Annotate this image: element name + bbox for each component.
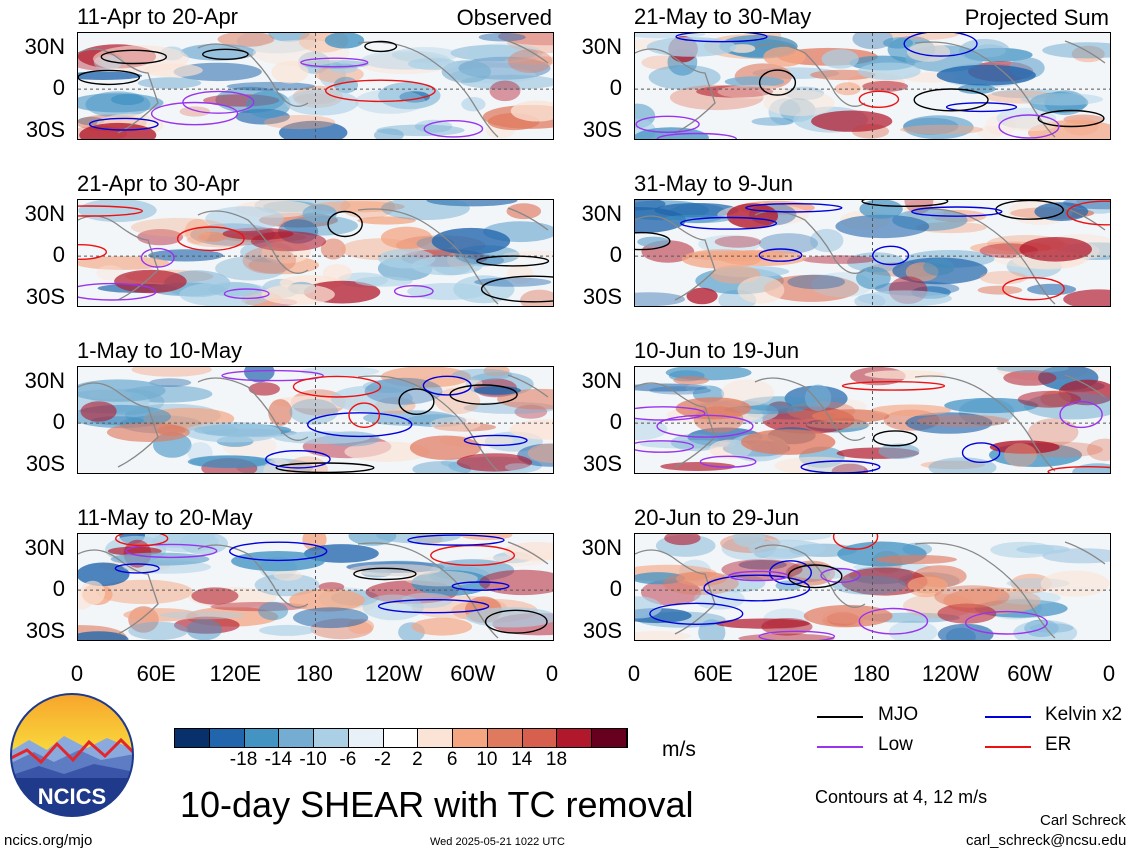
colorbar-swatch [175,729,210,747]
colorbar-tick: 18 [545,749,568,770]
colorbar-swatch [522,729,558,747]
colorbar-swatch [314,729,349,747]
lat-label: 30N [581,34,622,59]
legend-label-kelvin: Kelvin x2 [1045,704,1123,725]
lon-label: 0 [545,661,559,686]
main-title: 10-day SHEAR with TC removal [180,784,694,825]
panel-title: 1-May to 10-May [77,338,243,363]
lat-label: 30S [25,117,65,142]
colorbar-tick: -6 [339,749,357,770]
legend-line-mjo [817,716,863,718]
lon-label: 180 [296,661,333,686]
legend-line-kelvin [985,716,1031,718]
lon-label: 60E [693,661,733,686]
colorbar-swatch [279,729,315,747]
colorbar-unit: m/s [662,738,696,761]
colorbar [174,728,628,748]
lat-label: 0 [52,242,65,267]
map-panel [77,32,554,140]
lat-label: 30S [582,618,622,643]
panel-tag: Projected Sum [964,5,1109,30]
lon-label: 120E [766,661,819,686]
lon-label: 0 [627,661,641,686]
panel-title: 10-Jun to 19-Jun [634,338,800,363]
lat-label: 0 [609,409,622,434]
colorbar-tick: -10 [299,749,327,770]
colorbar-tick: 6 [446,749,458,770]
lon-label: 60W [1007,661,1053,686]
legend-line-er [985,746,1031,748]
lat-label: 30N [24,34,65,59]
lat-label: 0 [609,576,622,601]
lat-label: 30S [582,284,622,309]
lon-label: 60W [450,661,496,686]
colorbar-tick: 2 [412,749,423,770]
colorbar-swatch [592,729,627,747]
timestamp: Wed 2025-05-21 1022 UTC [430,836,565,848]
legend-line-low [817,746,863,748]
lon-label: 180 [853,661,890,686]
lat-label: 30N [581,368,622,393]
lat-label: 0 [52,409,65,434]
colorbar-swatch [244,729,280,747]
contours-note: Contours at 4, 12 m/s [815,787,988,807]
map-panel [634,366,1111,474]
legend-label-mjo: MJO [878,704,919,725]
ncics-logo: NCICS [9,692,135,818]
lat-label: 30S [25,618,65,643]
lat-label: 0 [52,576,65,601]
lat-label: 30N [24,201,65,226]
colorbar-tick: -14 [264,749,293,770]
lat-label: 30N [581,201,622,226]
colorbar-swatch [418,729,454,747]
lat-label: 0 [52,75,65,100]
map-panel [634,32,1111,140]
legend-label-er: ER [1045,734,1072,755]
map-panel [634,533,1111,641]
panel-title: 11-May to 20-May [77,505,253,530]
logo-text: NCICS [38,784,106,809]
colorbar-swatch [487,729,523,747]
lat-label: 0 [609,242,622,267]
lon-label: 60E [136,661,176,686]
legend-label-low: Low [878,734,913,755]
lat-label: 30S [25,451,65,476]
site-url: ncics.org/mjo [4,832,93,849]
lon-label: 120W [364,661,423,686]
colorbar-swatch [209,729,245,747]
panel-title: 11-Apr to 20-Apr [77,4,239,29]
lat-label: 30N [581,535,622,560]
colorbar-tick: -2 [374,749,392,770]
map-panel [77,533,554,641]
colorbar-swatch [383,729,419,747]
panel-title: 21-Apr to 30-Apr [77,171,240,196]
panel-title: 20-Jun to 29-Jun [634,505,800,530]
panel-tag: Observed [456,5,552,30]
panel-title: 31-May to 9-Jun [634,171,793,196]
colorbar-swatch [453,729,488,747]
lat-label: 30S [582,451,622,476]
panel-title: 21-May to 30-May [634,4,812,29]
lon-label: 0 [1102,661,1116,686]
colorbar-tick: 14 [511,749,533,770]
map-panel [77,199,554,307]
author: Carl Schreck [1040,812,1126,829]
lon-label: 0 [70,661,84,686]
lon-label: 120W [921,661,980,686]
lat-label: 30S [582,117,622,142]
colorbar-swatch [557,729,593,747]
map-panel [634,199,1111,307]
lat-label: 30N [24,535,65,560]
colorbar-tick: -18 [229,749,258,770]
map-panel [77,366,554,474]
lat-label: 0 [609,75,622,100]
lat-label: 30N [24,368,65,393]
colorbar-tick: 10 [476,749,498,770]
colorbar-swatch [348,729,384,747]
author-email: carl_schreck@ncsu.edu [966,832,1127,849]
lon-label: 120E [209,661,262,686]
lat-label: 30S [25,284,65,309]
